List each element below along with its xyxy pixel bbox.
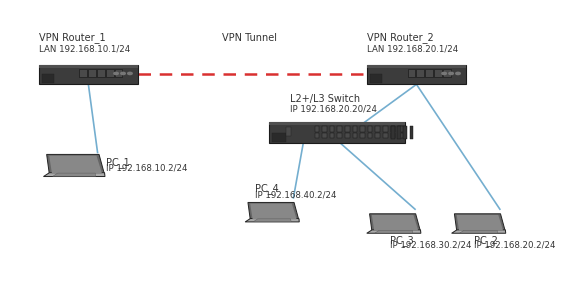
FancyBboxPatch shape: [322, 127, 327, 132]
Polygon shape: [454, 214, 505, 232]
FancyBboxPatch shape: [322, 133, 327, 138]
FancyBboxPatch shape: [408, 69, 415, 77]
Circle shape: [456, 72, 460, 75]
FancyBboxPatch shape: [398, 133, 403, 138]
FancyBboxPatch shape: [370, 74, 382, 83]
FancyBboxPatch shape: [368, 127, 372, 132]
FancyBboxPatch shape: [368, 133, 372, 138]
FancyBboxPatch shape: [314, 127, 319, 132]
FancyBboxPatch shape: [398, 127, 403, 132]
FancyBboxPatch shape: [286, 127, 291, 136]
FancyBboxPatch shape: [338, 133, 342, 138]
Polygon shape: [49, 156, 102, 174]
FancyBboxPatch shape: [272, 133, 286, 142]
FancyBboxPatch shape: [367, 64, 466, 84]
FancyBboxPatch shape: [330, 127, 334, 132]
FancyBboxPatch shape: [270, 122, 405, 143]
FancyBboxPatch shape: [383, 133, 388, 138]
Text: LAN 192.168.10.1/24: LAN 192.168.10.1/24: [39, 44, 130, 53]
FancyBboxPatch shape: [330, 133, 334, 138]
FancyBboxPatch shape: [391, 127, 395, 139]
Polygon shape: [245, 219, 300, 222]
FancyBboxPatch shape: [360, 127, 365, 132]
FancyBboxPatch shape: [338, 127, 342, 132]
FancyBboxPatch shape: [79, 69, 87, 77]
Polygon shape: [253, 219, 291, 222]
FancyBboxPatch shape: [88, 69, 96, 77]
Text: VPN Tunnel: VPN Tunnel: [222, 33, 277, 43]
FancyBboxPatch shape: [106, 69, 113, 77]
FancyBboxPatch shape: [314, 133, 319, 138]
FancyBboxPatch shape: [410, 127, 413, 139]
FancyBboxPatch shape: [345, 127, 350, 132]
Polygon shape: [370, 214, 420, 232]
FancyBboxPatch shape: [391, 127, 395, 132]
FancyBboxPatch shape: [443, 69, 450, 77]
FancyBboxPatch shape: [353, 133, 357, 138]
FancyBboxPatch shape: [376, 127, 380, 132]
Text: VPN Router_2: VPN Router_2: [367, 32, 434, 43]
Polygon shape: [372, 215, 418, 231]
Circle shape: [121, 72, 125, 75]
Text: VPN Router_1: VPN Router_1: [39, 32, 105, 43]
Circle shape: [449, 72, 453, 75]
FancyBboxPatch shape: [425, 69, 433, 77]
Text: L2+/L3 Switch: L2+/L3 Switch: [290, 94, 360, 104]
Text: PC_2: PC_2: [475, 235, 498, 246]
FancyBboxPatch shape: [391, 133, 395, 138]
Text: IP 192.168.30.2/24: IP 192.168.30.2/24: [389, 241, 471, 250]
Polygon shape: [457, 215, 503, 231]
FancyBboxPatch shape: [115, 69, 123, 77]
Text: PC_4: PC_4: [255, 183, 279, 194]
Polygon shape: [43, 173, 105, 176]
Text: IP 192.168.10.2/24: IP 192.168.10.2/24: [106, 164, 188, 173]
FancyBboxPatch shape: [39, 64, 138, 84]
FancyBboxPatch shape: [97, 69, 105, 77]
Circle shape: [114, 72, 118, 75]
Polygon shape: [250, 203, 297, 219]
Polygon shape: [248, 202, 299, 220]
FancyBboxPatch shape: [383, 127, 388, 132]
FancyBboxPatch shape: [403, 127, 407, 139]
Text: PC_3: PC_3: [389, 235, 414, 246]
FancyBboxPatch shape: [345, 133, 350, 138]
Polygon shape: [460, 230, 498, 233]
Text: LAN 192.168.20.1/24: LAN 192.168.20.1/24: [367, 44, 458, 53]
Text: IP 192.168.40.2/24: IP 192.168.40.2/24: [255, 191, 337, 200]
FancyBboxPatch shape: [39, 64, 138, 68]
FancyBboxPatch shape: [397, 127, 401, 139]
FancyBboxPatch shape: [367, 64, 466, 68]
Polygon shape: [367, 230, 421, 233]
Polygon shape: [452, 230, 506, 233]
FancyBboxPatch shape: [353, 127, 357, 132]
FancyBboxPatch shape: [434, 69, 442, 77]
Text: PC_1: PC_1: [106, 157, 130, 168]
FancyBboxPatch shape: [270, 122, 405, 125]
Polygon shape: [52, 173, 96, 176]
Circle shape: [442, 72, 446, 75]
Polygon shape: [47, 154, 105, 175]
FancyBboxPatch shape: [360, 133, 365, 138]
Text: IP 192.168.20.2/24: IP 192.168.20.2/24: [475, 241, 556, 250]
Text: IP 192.168.20.20/24: IP 192.168.20.20/24: [290, 105, 377, 114]
FancyBboxPatch shape: [416, 69, 424, 77]
Polygon shape: [375, 230, 413, 233]
Circle shape: [128, 72, 132, 75]
FancyBboxPatch shape: [376, 133, 380, 138]
FancyBboxPatch shape: [41, 74, 54, 83]
